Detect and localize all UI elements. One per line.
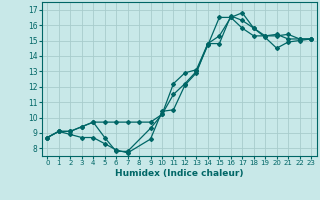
X-axis label: Humidex (Indice chaleur): Humidex (Indice chaleur)	[115, 169, 244, 178]
